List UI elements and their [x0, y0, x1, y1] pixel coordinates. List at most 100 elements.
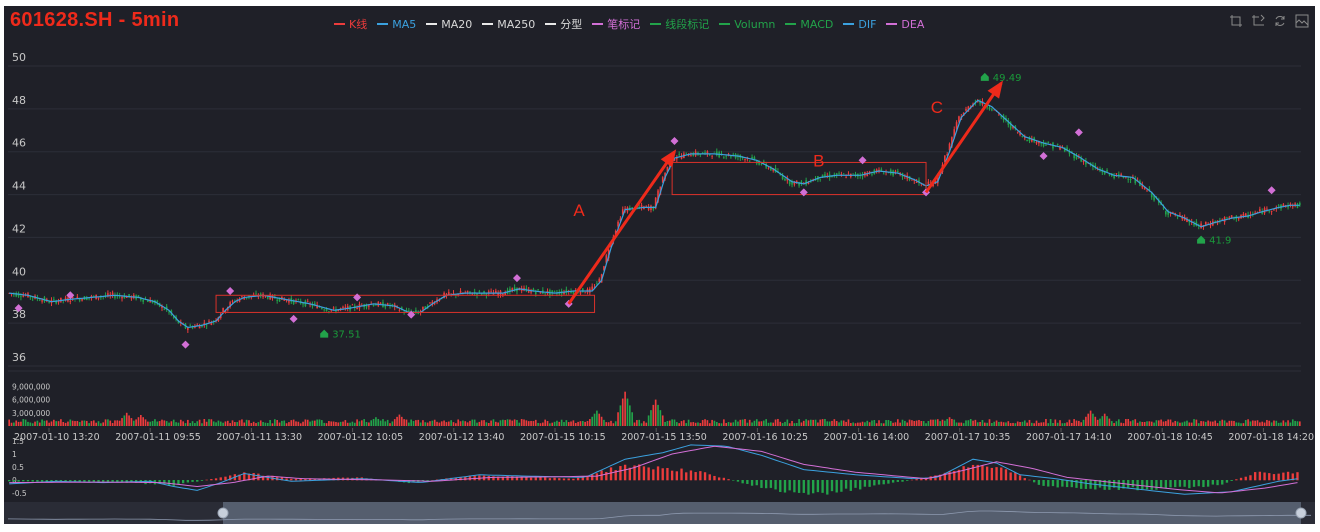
volume-bar	[45, 420, 48, 426]
macd-bar	[802, 480, 805, 493]
macd-bar	[1051, 480, 1055, 487]
macd-bar	[92, 480, 95, 482]
candle-body	[767, 167, 770, 169]
volume-bar	[13, 422, 15, 426]
volume-bar	[1190, 422, 1193, 426]
volume-bar	[878, 420, 880, 426]
volume-bar	[459, 421, 462, 426]
zoom-icon[interactable]	[1229, 14, 1243, 28]
macd-bar	[496, 476, 500, 481]
volume-bar	[497, 422, 499, 426]
candle-body	[1082, 160, 1085, 162]
candle-body	[297, 299, 300, 301]
volume-bar	[1089, 410, 1092, 426]
candle-body	[593, 287, 596, 288]
legend-item[interactable]: MA5	[377, 17, 416, 31]
legend-label: DEA	[901, 17, 925, 31]
candle-body	[396, 305, 398, 307]
volume-bar	[318, 419, 321, 426]
candle-body	[880, 169, 883, 172]
macd-bar	[252, 473, 255, 481]
candle-body	[852, 173, 854, 175]
volume-bar	[556, 420, 558, 426]
volume-bar	[339, 421, 342, 426]
macd-bar	[102, 480, 105, 482]
zoom-reset-icon[interactable]	[1251, 14, 1265, 28]
macd-bar	[449, 477, 453, 481]
macd-bar	[990, 467, 994, 481]
legend-item[interactable]: MA20	[426, 17, 472, 31]
volume-bar	[819, 419, 822, 426]
legend-item[interactable]: 分型	[545, 17, 582, 31]
save-image-icon[interactable]	[1295, 14, 1309, 28]
candle-body	[640, 205, 643, 208]
candle-body	[17, 293, 20, 297]
macd-bar	[943, 472, 947, 481]
volume-bar	[194, 423, 196, 426]
volume-bar	[424, 422, 427, 426]
candle-body	[894, 170, 897, 172]
candle-body	[276, 299, 279, 301]
volume-bar	[372, 418, 375, 426]
macd-bar	[1155, 480, 1158, 490]
legend-item[interactable]: DEA	[886, 17, 924, 31]
candle-body	[951, 137, 953, 147]
macd-bar	[299, 478, 302, 481]
candle-body	[140, 298, 142, 300]
volume-bar	[238, 420, 241, 426]
macd-bar	[492, 476, 495, 481]
volume-bar	[64, 422, 67, 426]
legend-item[interactable]: MACD	[785, 17, 833, 31]
macd-bar	[520, 477, 523, 481]
candle-body	[224, 310, 227, 313]
volume-bar	[1242, 423, 1245, 426]
legend-item[interactable]: MA250	[482, 17, 535, 31]
candle-body	[1117, 174, 1120, 176]
candle-body	[494, 290, 497, 294]
volume-bar	[1129, 421, 1132, 426]
candle-body	[958, 116, 960, 122]
volume-bar	[661, 415, 664, 426]
volume-bar	[447, 421, 450, 426]
datazoom-handle[interactable]	[217, 507, 229, 519]
candle-body	[591, 286, 594, 290]
volume-bar	[109, 420, 112, 426]
volume-bar	[1080, 422, 1083, 426]
volume-bar	[163, 420, 166, 426]
legend-item[interactable]: Volumn	[719, 17, 775, 31]
datazoom-selection	[223, 502, 1301, 524]
candle-body	[372, 304, 375, 307]
volume-bar	[382, 419, 384, 426]
volume-bar	[1259, 422, 1261, 426]
volume-bar	[1136, 422, 1139, 426]
macd-bar	[713, 475, 716, 481]
legend-item[interactable]: K线	[334, 17, 367, 31]
volume-bar	[10, 422, 13, 426]
macd-bar	[158, 480, 161, 484]
candle-body	[1040, 143, 1043, 144]
volume-bar	[857, 422, 859, 426]
volume-bar	[78, 422, 81, 426]
volume-bar	[396, 416, 398, 426]
volume-bar	[932, 419, 934, 426]
volume-bar	[1193, 419, 1195, 426]
volume-bar	[885, 420, 887, 426]
candle-body	[316, 304, 318, 309]
candle-body	[673, 159, 676, 161]
candle-body	[259, 293, 262, 296]
candle-body	[69, 300, 72, 302]
candle-body	[645, 205, 648, 207]
candle-body	[946, 154, 949, 156]
volume-bar	[478, 421, 481, 426]
volume-bar	[875, 423, 878, 426]
volume-bar	[511, 420, 514, 426]
datazoom-handle[interactable]	[1295, 507, 1307, 519]
restore-icon[interactable]	[1273, 14, 1287, 28]
volume-bar	[537, 422, 539, 426]
legend-item[interactable]: DIF	[843, 17, 876, 31]
candle-body	[161, 306, 163, 308]
legend-item[interactable]: 线段标记	[650, 17, 709, 31]
legend-label: DIF	[858, 17, 877, 31]
legend-item[interactable]: 笔标记	[592, 17, 640, 31]
candle-body	[513, 287, 516, 290]
